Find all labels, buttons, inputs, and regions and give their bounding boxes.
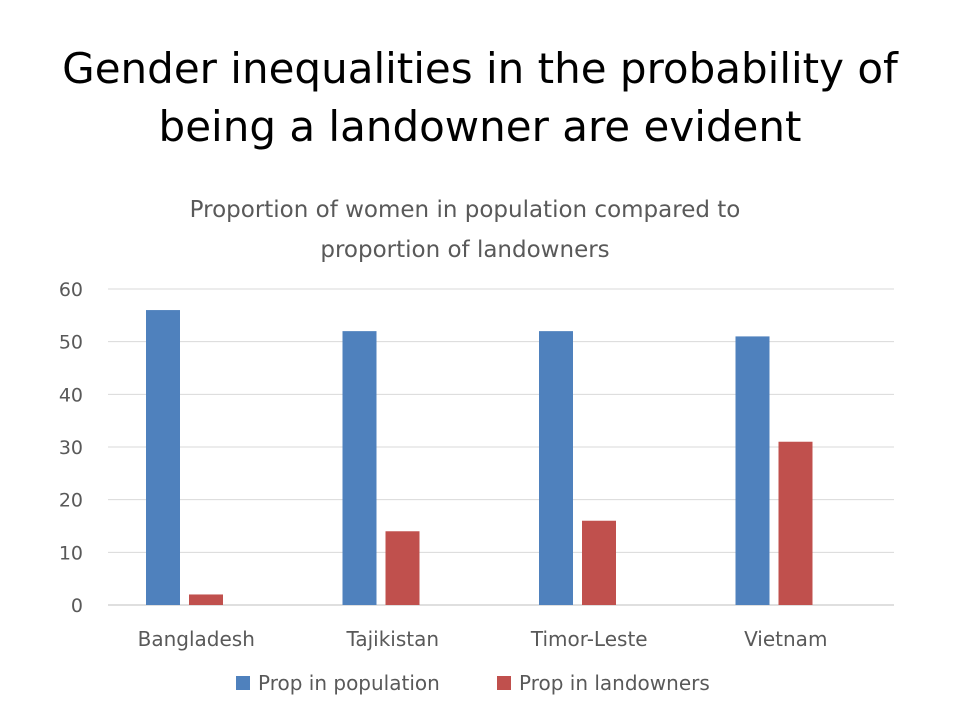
x-axis-categories: Bangladesh Tajikistan Timor-Leste Vietnam [138,627,828,651]
y-tick-label: 40 [59,384,83,406]
legend-label: Prop in population [258,671,440,695]
y-tick-label: 10 [59,542,83,564]
y-axis-ticks: 0 10 20 30 40 50 60 [59,279,83,617]
y-tick-label: 30 [59,437,83,459]
bar [778,441,813,605]
slide-title-line-2: being a landowner are evident [158,102,802,151]
bar [146,310,180,605]
gridlines [108,288,894,606]
chart-title-line-2: proportion of landowners [320,237,609,263]
chart-title-line-1: Proportion of women in population compar… [190,197,741,223]
y-tick-label: 0 [71,595,83,617]
bars [146,310,813,605]
bar [582,520,616,605]
y-tick-label: 60 [59,279,83,301]
bar [735,336,770,605]
y-tick-label: 50 [59,332,83,354]
bar [189,594,223,605]
bar [342,331,377,605]
y-tick-label: 20 [59,490,83,512]
legend-swatch [236,676,250,690]
legend-swatch [497,676,511,690]
bar [385,531,420,605]
legend: Prop in population Prop in landowners [236,671,710,695]
legend-label: Prop in landowners [519,671,710,695]
slide-title: Gender inequalities in the probability o… [40,40,920,156]
bar [539,331,573,605]
x-category-label: Vietnam [744,627,827,651]
x-category-label: Timor-Leste [530,627,648,651]
x-category-label: Bangladesh [138,627,255,651]
x-category-label: Tajikistan [345,627,439,651]
slide-title-line-1: Gender inequalities in the probability o… [62,44,898,93]
